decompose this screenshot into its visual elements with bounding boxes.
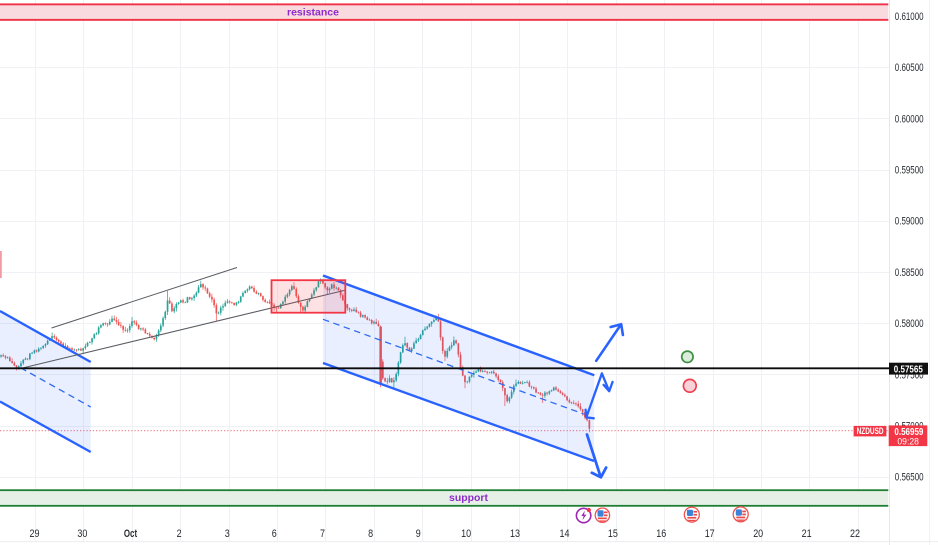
svg-text:13: 13	[510, 528, 520, 540]
svg-text:resistance: resistance	[287, 6, 339, 18]
svg-text:0.58500: 0.58500	[895, 267, 924, 279]
svg-text:8: 8	[368, 528, 373, 540]
svg-text:support: support	[449, 492, 489, 504]
svg-text:16: 16	[656, 528, 666, 540]
svg-text:29: 29	[30, 528, 40, 540]
svg-text:0.56959: 0.56959	[894, 426, 923, 438]
svg-text:17: 17	[705, 528, 715, 540]
svg-text:0.60000: 0.60000	[895, 113, 924, 125]
svg-text:0.59000: 0.59000	[895, 216, 924, 228]
svg-text:30: 30	[77, 528, 87, 540]
svg-text:14: 14	[560, 528, 570, 540]
svg-text:22: 22	[850, 528, 860, 540]
svg-text:0.57565: 0.57565	[894, 363, 923, 375]
svg-text:20: 20	[753, 528, 763, 540]
svg-text:6: 6	[272, 528, 277, 540]
svg-text:NZDUSD: NZDUSD	[857, 426, 884, 436]
svg-text:0.58000: 0.58000	[895, 318, 924, 330]
svg-text:Oct: Oct	[124, 528, 137, 540]
svg-text:0.61000: 0.61000	[895, 11, 924, 23]
svg-text:0.56500: 0.56500	[895, 472, 924, 484]
svg-text:15: 15	[608, 528, 618, 540]
svg-text:21: 21	[802, 528, 812, 540]
svg-text:10: 10	[461, 528, 471, 540]
svg-text:2: 2	[177, 528, 182, 540]
svg-text:3: 3	[225, 528, 230, 540]
svg-text:9: 9	[416, 528, 421, 540]
svg-text:09:28: 09:28	[897, 436, 919, 447]
svg-text:0.59500: 0.59500	[895, 165, 924, 177]
svg-text:0.60500: 0.60500	[895, 62, 924, 74]
svg-text:7: 7	[320, 528, 325, 540]
